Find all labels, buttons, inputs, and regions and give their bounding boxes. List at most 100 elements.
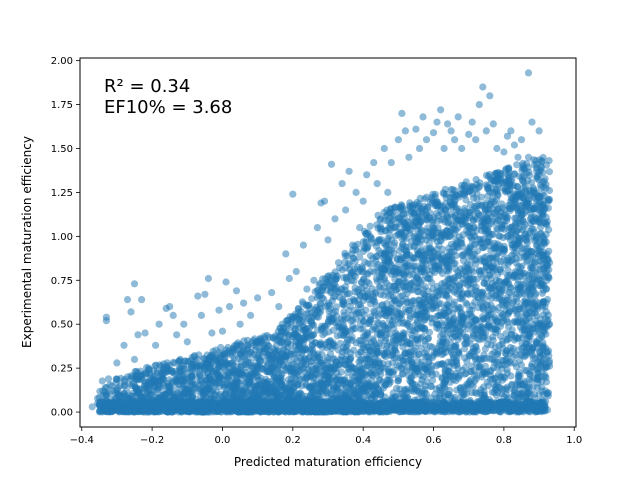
y-tick-label: 0.50 [51,320,73,331]
scatter-point [370,159,378,167]
scatter-point [387,159,395,167]
x-tick-label: −0.4 [70,435,94,446]
scatter-point [127,308,135,316]
scatter-point [503,132,511,140]
y-tick-label: 0.25 [51,364,73,375]
scatter-point [215,306,223,314]
scatter-point [222,278,230,286]
scatter-point [123,296,132,304]
scatter-point [440,144,448,153]
x-tick-label: 1.0 [566,435,582,446]
scatter-point [373,180,381,188]
y-tick-label: 0.75 [51,276,73,287]
scatter-point [433,118,441,126]
y-tick-label: 0.00 [51,408,73,419]
scatter-point [232,287,241,295]
x-axis-ticks: −0.4 −0.2 0.0 0.2 0.4 0.6 0.8 1.0 [70,427,582,446]
scatter-point [169,311,177,319]
scatter-point [204,274,212,283]
scatter-point [437,106,445,114]
scatter-point [310,276,318,284]
scatter-point [493,144,501,153]
scatter-point [489,120,497,128]
scatter-point [102,317,110,325]
scatter-point [324,236,332,244]
scatter-point [285,274,293,283]
scatter-point [138,296,146,304]
scatter-point [398,109,406,117]
scatter-point [130,355,139,363]
scatter-point [180,320,188,328]
y-tick-label: 1.00 [51,232,73,243]
scatter-point [327,160,336,168]
scatter-point [141,329,149,337]
scatter-point [444,120,452,128]
scatter-point [475,101,483,109]
x-tick-label: 0.2 [285,435,301,446]
y-tick-label: 2.00 [51,56,73,67]
scatter-point [201,290,209,298]
scatter-point [486,92,494,100]
scatter-point [183,338,191,346]
scatter-point [155,320,163,328]
scatter-point [268,289,276,297]
x-tick-label: 0.4 [355,435,371,446]
y-tick-label: 1.50 [51,144,73,155]
scatter-point [194,292,202,300]
scatter-point [507,127,515,135]
scatter-point [292,267,300,276]
scatter-point [130,280,139,288]
scatter-point [524,69,533,77]
x-tick-label: 0.8 [496,435,512,446]
y-axis-label: Experimental maturation efficiency [20,136,34,348]
scatter-point [472,136,480,144]
x-tick-label: 0.0 [215,435,231,446]
scatter-point [535,127,543,135]
y-tick-label: 1.25 [51,188,73,199]
scatter-point [289,190,297,198]
scatter-point [412,125,420,133]
scatter-point [342,206,350,214]
scatter-point [240,299,248,307]
scatter-point [356,224,364,232]
scatter-point [208,329,216,337]
scatter-point [166,303,174,311]
scatter-point [134,331,142,339]
scatter-point [514,153,522,161]
scatter-point [479,83,487,91]
scatter-point [447,127,455,135]
scatter-point [517,136,526,144]
scatter-point [352,188,360,196]
scatter-point [152,341,160,349]
scatter-point [422,136,431,144]
scatter-point [345,167,353,175]
scatter-point [282,250,290,258]
scatter-point [197,311,205,319]
x-axis-label: Predicted maturation efficiency [234,455,422,469]
scatter-point [173,331,181,339]
scatter-point [236,320,244,328]
scatter-point [338,180,346,188]
scatter-point [458,144,466,153]
scatter-point [254,294,262,302]
plot-frame [79,57,577,428]
scatter-point [225,303,234,311]
scatter-point [528,118,536,126]
scatter-point [120,341,128,349]
scatter-point [88,403,96,411]
dense-point-cloud [94,153,554,416]
y-axis-ticks: 0.00 0.25 0.50 0.75 1.00 1.25 1.50 1.75 2.00 [51,56,80,419]
scatter-point [405,153,413,161]
scatter-point [429,129,438,137]
scatter-point [465,130,473,138]
scatter-point [113,359,121,367]
scatter-point [482,127,490,135]
ef10-annotation: EF10% = 3.68 [104,97,232,118]
y-tick-label: 1.75 [51,100,73,111]
scatter-point [313,224,321,232]
scatter-point [359,197,367,205]
x-tick-label: −0.2 [140,435,164,446]
scatter-point [454,113,462,121]
scatter-point [401,127,409,135]
